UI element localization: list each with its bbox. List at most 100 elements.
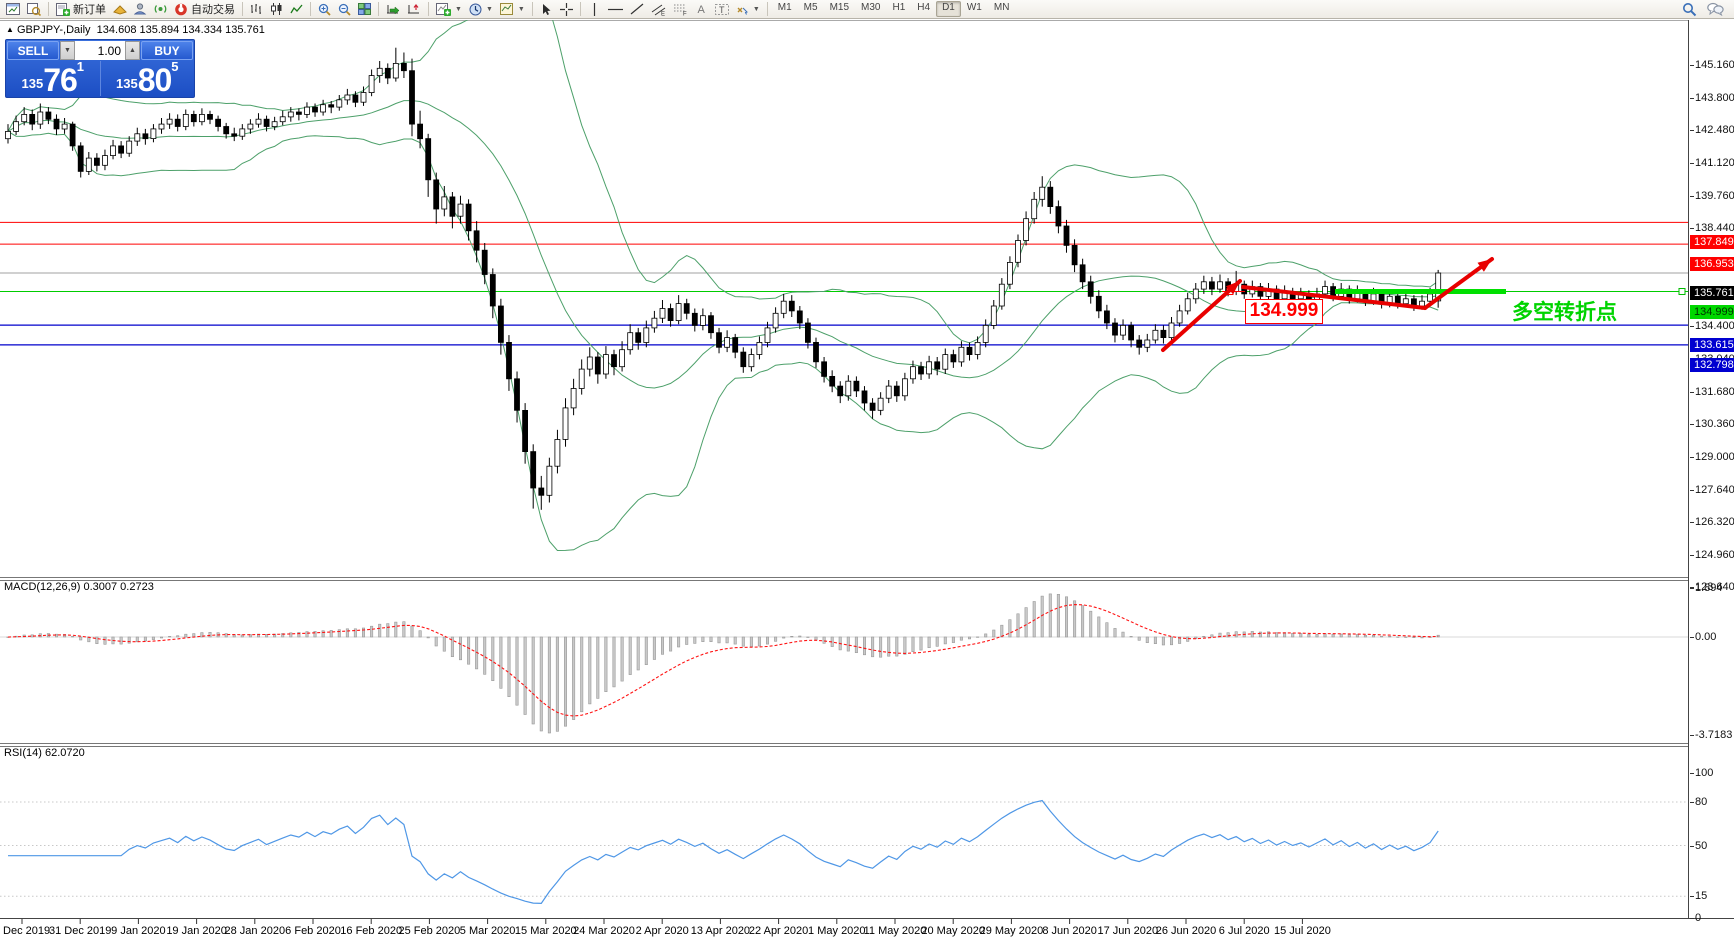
price-axis[interactable]: 145.160 143.800 142.480 141.120 139.760 138.4… xyxy=(1689,20,1734,924)
search-button[interactable] xyxy=(1679,1,1700,18)
channel-tool-button[interactable]: E xyxy=(648,1,669,18)
date-label: 16 Feb 2020 xyxy=(340,925,403,937)
crosshair-tool-button[interactable] xyxy=(557,1,576,18)
axis-tick-label: 0 xyxy=(1689,912,1702,924)
trendline-tool-button[interactable] xyxy=(627,1,647,18)
auto-trading-label: 自动交易 xyxy=(191,4,235,16)
zoom-out-icon xyxy=(338,3,351,16)
profile-magnifier-icon xyxy=(27,2,41,16)
axis-tick-label: 142.480 xyxy=(1690,124,1734,137)
new-chart-button[interactable] xyxy=(3,1,23,18)
expert-advisors-button[interactable] xyxy=(131,1,150,18)
candlestick-chart-button[interactable] xyxy=(267,1,286,18)
cursor-icon xyxy=(541,3,552,16)
date-label: 20 May 2020 xyxy=(921,925,985,937)
price-annotation-box[interactable]: 134.999 xyxy=(1245,298,1323,324)
axis-tick-label: 138.440 xyxy=(1690,222,1734,235)
line-anchor-square xyxy=(1678,288,1686,296)
timeframe-button-h1[interactable]: H1 xyxy=(892,2,906,13)
line-chart-button[interactable] xyxy=(287,1,306,18)
text-tool-button[interactable]: A xyxy=(692,1,711,18)
fibonacci-tool-button[interactable]: F xyxy=(670,1,691,18)
timeframe-button-m30[interactable]: M30 xyxy=(861,2,881,13)
date-label: 19 Jan 2020 xyxy=(166,925,227,937)
vertical-line-tool-button[interactable] xyxy=(585,1,604,18)
axis-tick-label: 143.800 xyxy=(1690,91,1734,104)
zoom-in-button[interactable] xyxy=(315,1,334,18)
date-label: 2 Apr 2020 xyxy=(635,925,689,937)
auto-trading-button[interactable]: 自动交易 xyxy=(171,1,238,18)
volume-up-button[interactable]: ▲ xyxy=(125,41,140,60)
pane-splitter[interactable] xyxy=(0,743,1689,747)
auto-scroll-button[interactable] xyxy=(383,1,403,18)
text-label-tool-button[interactable]: T xyxy=(712,1,732,18)
cursor-tool-button[interactable] xyxy=(537,1,556,18)
macd-pane[interactable] xyxy=(0,582,1688,743)
date-label: 31 Dec 2019 xyxy=(48,925,112,937)
price-pane[interactable] xyxy=(0,20,1688,577)
sell-price-big: 76 xyxy=(43,62,78,98)
time-axis-line xyxy=(0,918,1734,919)
buy-button[interactable]: BUY xyxy=(141,41,193,60)
dropdown-arrow-icon: ▼ xyxy=(455,5,462,13)
volume-down-button[interactable]: ▼ xyxy=(60,41,75,60)
templates-button[interactable]: ▼ xyxy=(497,1,528,18)
timeframe-button-m5[interactable]: M5 xyxy=(803,2,818,13)
chart-window-icon xyxy=(6,3,20,15)
chart-shift-icon xyxy=(407,3,421,15)
indicators-button[interactable]: ▼ xyxy=(433,1,465,18)
buy-price-sup: 5 xyxy=(171,59,179,74)
date-label: 28 Jan 2020 xyxy=(224,925,286,937)
axis-tick-label: 141.120 xyxy=(1690,157,1734,169)
time-axis-ticks xyxy=(21,919,1303,924)
timeframe-button-m1[interactable]: M1 xyxy=(777,2,792,13)
zoom-out-button[interactable] xyxy=(335,1,354,18)
date-label: 2 Dec 2019 xyxy=(0,925,51,937)
timeframe-button-d1[interactable]: D1 xyxy=(936,1,961,17)
timeframe-button-h4[interactable]: H4 xyxy=(917,2,931,13)
line-chart-icon xyxy=(290,3,303,15)
buy-price-prefix: 135 xyxy=(115,76,138,91)
arrows-tool-button[interactable]: ▼ xyxy=(733,1,763,18)
new-order-button[interactable]: 新订单 xyxy=(53,1,109,18)
price-badge: 134.999 xyxy=(1690,304,1734,319)
volume-input[interactable]: 1.00 xyxy=(75,41,125,60)
template-icon xyxy=(499,3,514,15)
pane-splitter[interactable] xyxy=(0,577,1689,581)
price-badge: 133.615 xyxy=(1690,338,1734,353)
trendline-icon xyxy=(630,3,644,15)
chart-shift-button[interactable] xyxy=(404,1,424,18)
candles-layer xyxy=(5,47,1442,510)
chat-button[interactable] xyxy=(1704,1,1727,18)
auto-scroll-icon xyxy=(386,3,400,15)
axis-tick-label: 1.894 xyxy=(1690,582,1723,594)
date-label: 6 Jul 2020 xyxy=(1218,925,1270,937)
chart-area: ▲ GBPJPY-,Daily 134.608 135.894 134.334 … xyxy=(0,20,1734,942)
bollinger-middle-line xyxy=(7,100,1439,389)
periods-button[interactable]: ▼ xyxy=(466,1,496,18)
price-badge: 136.953 xyxy=(1690,257,1734,272)
search-icon xyxy=(1682,2,1697,17)
timeframe-button-mn[interactable]: MN xyxy=(993,2,1010,13)
rsi-pane[interactable] xyxy=(0,748,1688,918)
tile-windows-button[interactable] xyxy=(355,1,374,18)
signal-icon xyxy=(154,3,167,15)
sell-button[interactable]: SELL xyxy=(7,41,59,60)
date-label: 26 Jun 2020 xyxy=(1155,925,1217,937)
chinese-annotation-text[interactable]: 多空转折点 xyxy=(1512,300,1617,324)
timeframe-button-w1[interactable]: W1 xyxy=(966,2,982,13)
macd-histogram xyxy=(6,593,1440,734)
horizontal-line-tool-button[interactable] xyxy=(605,1,626,18)
signals-button[interactable] xyxy=(151,1,170,18)
sell-price[interactable]: 135 76 1 xyxy=(6,59,101,98)
buy-price[interactable]: 135 80 5 xyxy=(101,59,195,96)
timeframe-button-m15[interactable]: M15 xyxy=(829,2,850,13)
toolbar: 新订单 自动交易 ▼ ▼ ▼ E F A T ▼ xyxy=(0,0,1734,19)
expert-advisor-icon xyxy=(134,3,147,15)
profiles-button[interactable] xyxy=(24,1,44,18)
bar-chart-button[interactable] xyxy=(247,1,266,18)
candlestick-icon xyxy=(270,3,283,15)
history-center-button[interactable] xyxy=(110,1,130,18)
